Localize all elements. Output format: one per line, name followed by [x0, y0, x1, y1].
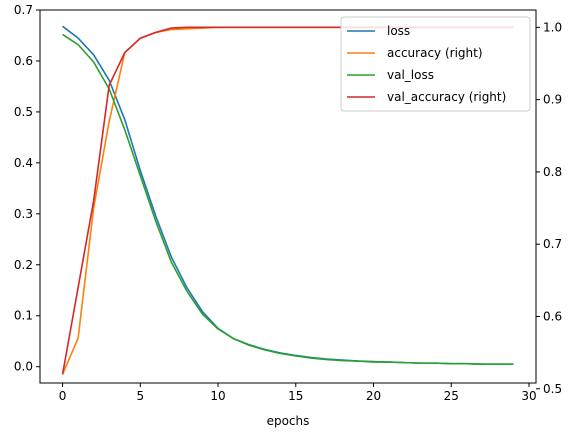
x-tick-label: 10 — [210, 389, 225, 403]
legend-box — [340, 16, 531, 112]
legend-label-1: accuracy (right) — [387, 46, 483, 60]
x-axis-label: epochs — [267, 414, 310, 428]
y-left-tick-label: 0.3 — [14, 207, 33, 221]
x-tick-label: 25 — [444, 389, 459, 403]
x-tick-label: 30 — [521, 389, 536, 403]
legend-label-0: loss — [387, 24, 410, 38]
y-right-tick-label: 0.8 — [543, 165, 562, 179]
legend-label-3: val_accuracy (right) — [387, 90, 506, 104]
y-left-tick-label: 0.5 — [14, 105, 33, 119]
y-right-tick-label: 0.9 — [543, 93, 562, 107]
series-line-2 — [62, 33, 514, 365]
y-right-tick-label: 0.5 — [543, 382, 562, 396]
x-tick-label: 5 — [136, 389, 144, 403]
y-right-tick-label: 0.7 — [543, 237, 562, 251]
x-axis: 0 5 10 15 20 25 30 — [59, 383, 537, 403]
y-left-tick-label: 0.7 — [14, 3, 33, 17]
y-left-tick-label: 0.2 — [14, 258, 33, 272]
x-tick-label: 0 — [59, 389, 67, 403]
y-right-tick-label: 0.6 — [543, 309, 562, 323]
y-axis-right: 0.5 0.6 0.7 0.8 0.9 1.0 — [536, 20, 562, 396]
y-left-tick-label: 0.4 — [14, 156, 33, 170]
y-left-tick-label: 0.1 — [14, 309, 33, 323]
y-axis-left: 0.0 0.1 0.2 0.3 0.4 0.5 0.6 0.7 — [14, 3, 40, 374]
y-right-tick-label: 1.0 — [543, 20, 562, 34]
y-left-tick-label: 0.0 — [14, 360, 33, 374]
x-tick-label: 15 — [288, 389, 303, 403]
legend: loss accuracy (right) val_loss val_accuracy… — [340, 16, 531, 112]
x-tick-label: 20 — [366, 389, 381, 403]
legend-label-2: val_loss — [387, 68, 434, 82]
plot-frame — [39, 9, 537, 384]
y-left-tick-label: 0.6 — [14, 54, 33, 68]
